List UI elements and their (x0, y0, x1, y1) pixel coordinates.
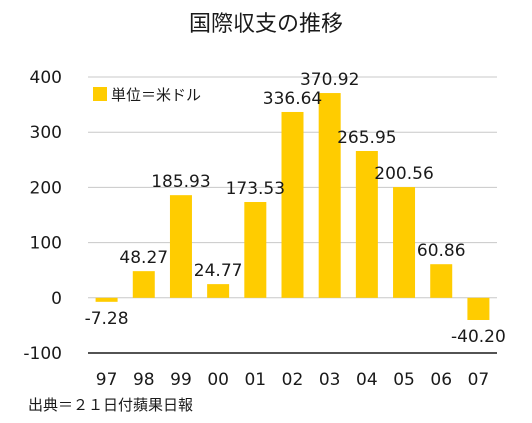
y-axis-ticks: -100 0 100 200 300 400 (23, 68, 62, 364)
x-tick-label: 07 (468, 370, 490, 390)
source-note: 出典＝２１日付蘋果日報 (28, 396, 193, 414)
bar-01 (244, 202, 267, 298)
bar-04 (355, 150, 378, 298)
chart-title: 国際収支の推移 (189, 12, 343, 37)
x-axis-ticks: 97 98 99 00 01 02 03 04 05 06 07 (96, 370, 489, 390)
legend-swatch (93, 87, 107, 101)
bar-99 (169, 195, 192, 298)
y-tick-label: 100 (30, 234, 62, 254)
data-label-03: 370.92 (300, 70, 359, 90)
y-tick-label: 400 (30, 68, 62, 88)
data-label-00: 24.77 (194, 261, 243, 281)
y-tick-label: 0 (51, 289, 62, 309)
legend-label: 単位＝米ドル (111, 86, 201, 104)
x-tick-label: 03 (319, 370, 341, 390)
x-tick-label: 00 (207, 370, 229, 390)
data-label-06: 60.86 (417, 241, 466, 261)
y-tick-label: -100 (23, 344, 62, 364)
legend: 単位＝米ドル (93, 86, 201, 104)
x-tick-label: 06 (430, 370, 452, 390)
data-label-98: 48.27 (119, 248, 168, 268)
x-tick-label: 04 (356, 370, 378, 390)
data-label-07: -40.20 (451, 327, 506, 347)
bar-06 (430, 264, 453, 298)
data-label-04: 265.95 (337, 128, 396, 148)
x-tick-label: 02 (282, 370, 304, 390)
bar-98 (132, 271, 155, 298)
y-tick-label: 200 (30, 178, 62, 198)
x-tick-label: 97 (96, 370, 118, 390)
bar-97 (95, 297, 118, 302)
bar-00 (207, 284, 230, 298)
y-tick-label: 300 (30, 123, 62, 143)
data-label-97: -7.28 (85, 309, 129, 329)
x-tick-label: 98 (133, 370, 155, 390)
bar-02 (281, 111, 304, 298)
data-label-05: 200.56 (374, 164, 433, 184)
bar-03 (318, 93, 341, 298)
bar-07 (467, 297, 490, 320)
x-tick-label: 05 (393, 370, 415, 390)
data-label-02: 336.64 (263, 89, 322, 109)
data-label-01: 173.53 (226, 179, 285, 199)
x-tick-label: 99 (170, 370, 192, 390)
x-tick-label: 01 (244, 370, 266, 390)
bars (95, 93, 490, 320)
bar-05 (393, 187, 416, 298)
data-label-99: 185.93 (151, 172, 210, 192)
